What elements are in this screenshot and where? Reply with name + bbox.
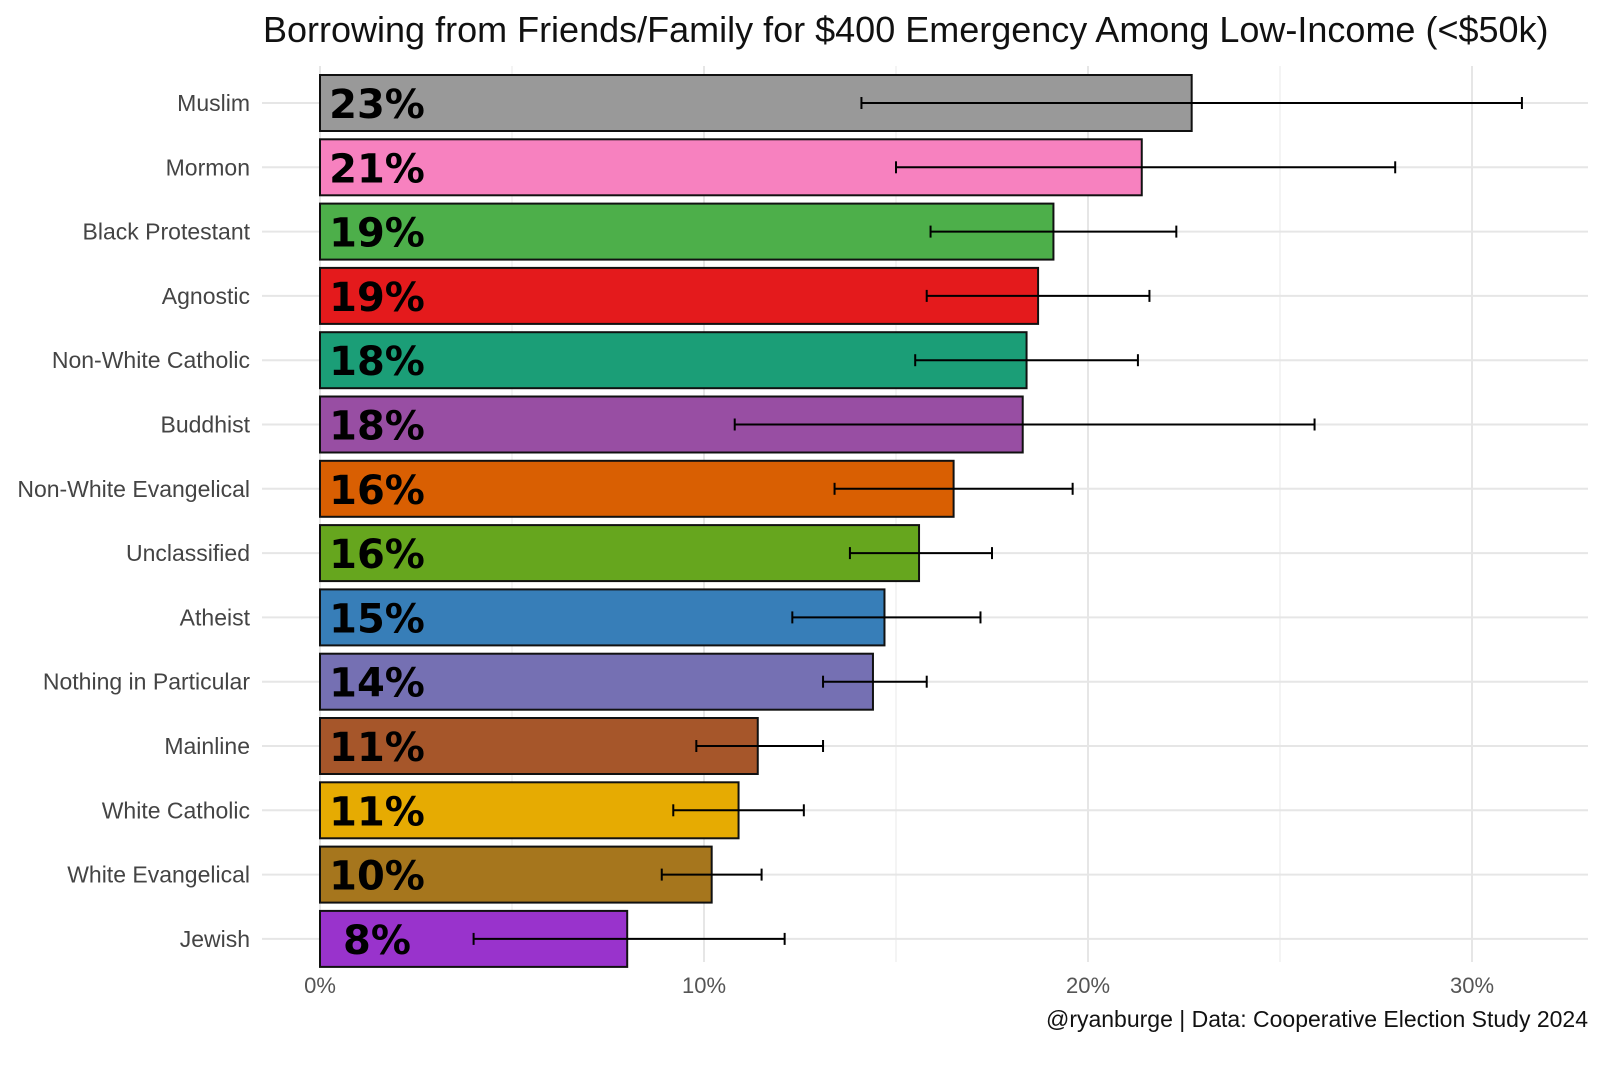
category-label: Buddhist [160,412,250,438]
category-label: Unclassified [126,540,250,566]
x-tick-label: 20% [1066,973,1110,998]
category-label: Mainline [164,733,250,759]
chart-title: Borrowing from Friends/Family for $400 E… [263,9,1549,50]
category-label: White Evangelical [67,862,250,888]
error-bar [733,418,1316,431]
error-bar [833,482,1074,495]
category-label: Atheist [180,604,251,630]
bar-value-label: 11% [329,725,425,771]
error-bars [472,97,1523,945]
bar [319,845,713,904]
bar [319,524,921,583]
x-tick-label: 0% [304,973,336,998]
bar [319,652,874,711]
category-label: Muslim [177,90,250,116]
bar-value-label: 8% [343,918,411,964]
error-bar [860,97,1523,109]
bar-value-label: 16% [329,532,425,578]
category-label: Jewish [180,926,250,952]
category-label: Mormon [166,154,250,180]
category-label: Agnostic [162,283,250,309]
category-label: Nothing in Particular [43,669,250,695]
error-bar [822,675,928,688]
bar-value-label: 16% [329,468,425,514]
x-tick-label: 30% [1450,973,1494,998]
category-label: Non-White Catholic [52,347,250,373]
bars [319,74,1193,968]
bar-value-label: 18% [329,404,425,450]
error-bar [791,611,982,624]
bar-value-label: 15% [329,596,425,642]
bar-value-label: 18% [329,339,425,385]
bar [319,781,740,840]
bar-value-label: 14% [329,661,425,707]
chart-caption: @ryanburge | Data: Cooperative Election … [1046,1006,1588,1032]
bar-value-label: 10% [329,854,425,900]
category-label: Non-White Evangelical [17,476,250,502]
error-bar [660,868,763,881]
category-labels: Muslim Mormon Black Protestant Agnostic Non-… [17,90,250,952]
bar-value-labels: 23% 21% 19% 19% 18% 18% 16% 16% 15% 14% 11% 11% 10% 8… [329,82,425,964]
error-bar [472,932,786,945]
error-bar [895,161,1397,174]
bar-value-label: 19% [329,275,425,321]
error-bar [695,740,825,752]
bar-value-label: 21% [329,146,425,192]
bar [319,266,1040,325]
error-bar [929,225,1178,238]
bar-value-label: 11% [329,789,425,835]
category-label: Black Protestant [83,219,251,245]
category-label: White Catholic [102,797,250,823]
error-bar [848,547,993,560]
error-bar [925,289,1151,302]
bar-value-label: 19% [329,211,425,257]
error-bar [914,354,1139,367]
bar [319,717,759,775]
x-axis-tick-labels: 0% 10% 20% 30% [304,973,1494,998]
bar [319,588,886,647]
x-tick-label: 10% [682,973,726,998]
error-bar [672,804,805,817]
bar [319,331,1028,390]
bar-value-label: 23% [329,82,425,128]
